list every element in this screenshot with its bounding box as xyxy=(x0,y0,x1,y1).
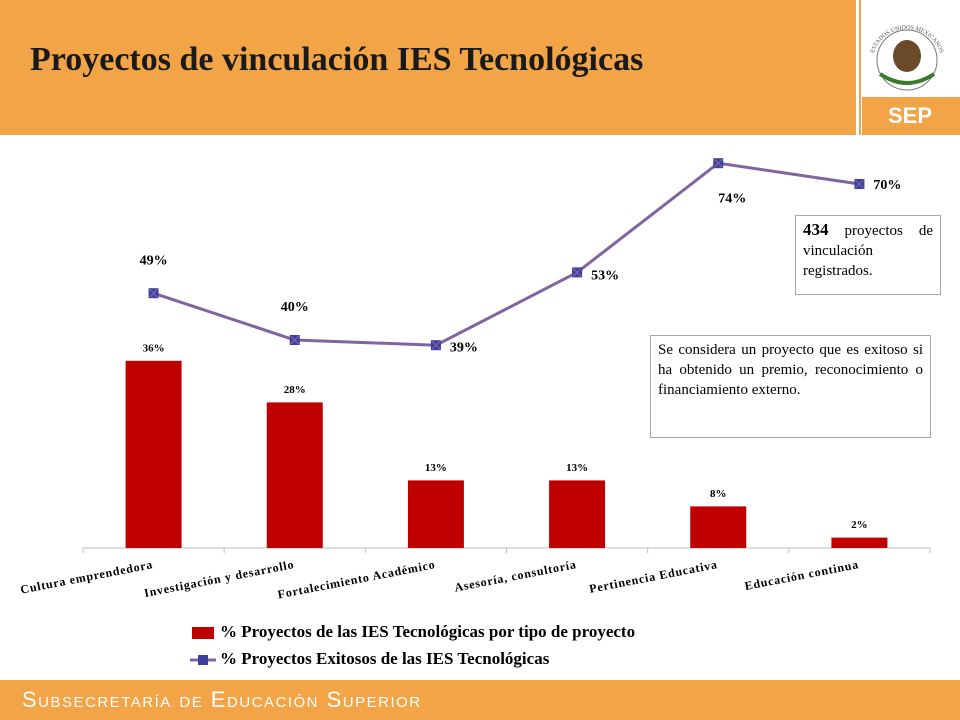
line-marker xyxy=(148,288,159,299)
line-value-label: 70% xyxy=(873,178,901,193)
total-text: proyectos de vinculación registrados. xyxy=(803,223,933,279)
bar xyxy=(690,506,747,548)
header-band xyxy=(0,0,856,135)
bar-value-label: 13% xyxy=(425,462,447,474)
line-marker xyxy=(572,267,583,278)
legend-label: % Proyectos de las IES Tecnológicas por … xyxy=(220,622,635,641)
slide-title: Proyectos de vinculación IES Tecnológica… xyxy=(30,41,643,78)
marker-cross xyxy=(431,340,441,350)
line-value-label: 53% xyxy=(591,269,619,284)
bar-value-label: 2% xyxy=(851,519,868,531)
emblem-eagle xyxy=(893,40,921,72)
line-marker xyxy=(713,158,724,169)
line-value-label: 40% xyxy=(281,300,309,315)
emblem: ESTADOS UNIDOS MEXICANOS xyxy=(870,25,944,91)
marker-cross xyxy=(290,335,300,345)
bar xyxy=(407,480,464,548)
marker-cross xyxy=(149,288,159,298)
bar-value-label: 36% xyxy=(143,342,165,354)
emblem-leaves xyxy=(878,72,936,85)
x-tick-label: Pertinencia Educativa xyxy=(588,557,719,596)
legend-label: % Proyectos Exitosos de las IES Tecnológ… xyxy=(220,649,550,668)
bar xyxy=(831,537,888,548)
x-tick-label: Asesoría, consultoría xyxy=(453,557,578,594)
line xyxy=(153,161,860,347)
bar xyxy=(266,402,323,548)
x-tick-label: Investigación y desarrollo xyxy=(143,557,295,600)
marker-cross xyxy=(572,267,582,277)
note-box: Se considera un proyecto que es exitoso … xyxy=(650,335,931,438)
legend-swatch xyxy=(192,627,214,639)
note-text: Se considera un proyecto que es exitoso … xyxy=(658,342,923,398)
logo-text: SEP xyxy=(888,103,932,128)
logo-band xyxy=(862,97,960,135)
line-marker xyxy=(289,335,300,345)
bar xyxy=(125,360,182,548)
legend-marker xyxy=(198,655,208,665)
marker-cross xyxy=(854,179,864,189)
x-tick-label: Cultura emprendedora xyxy=(19,557,154,596)
footer-band xyxy=(0,680,960,720)
bar-value-label: 28% xyxy=(284,384,306,396)
total-box: 434 proyectos de vinculación registrados… xyxy=(795,215,941,295)
bar xyxy=(549,480,606,548)
line-value-label: 74% xyxy=(718,191,746,206)
x-tick-label: Fortalecimiento Académico xyxy=(276,557,436,601)
line-marker xyxy=(430,340,441,351)
x-tick-label: Educación continua xyxy=(743,557,860,593)
bar-value-label: 8% xyxy=(710,488,727,500)
line-value-label: 49% xyxy=(140,253,168,268)
emblem-ring xyxy=(876,29,938,91)
bar-value-label: 13% xyxy=(566,462,588,474)
marker-cross xyxy=(713,158,723,168)
line-marker xyxy=(854,179,865,189)
footer-text: Subsecretaría de Educación Superior xyxy=(22,687,422,712)
total-number: 434 xyxy=(803,220,829,239)
line-value-label: 39% xyxy=(450,340,478,355)
